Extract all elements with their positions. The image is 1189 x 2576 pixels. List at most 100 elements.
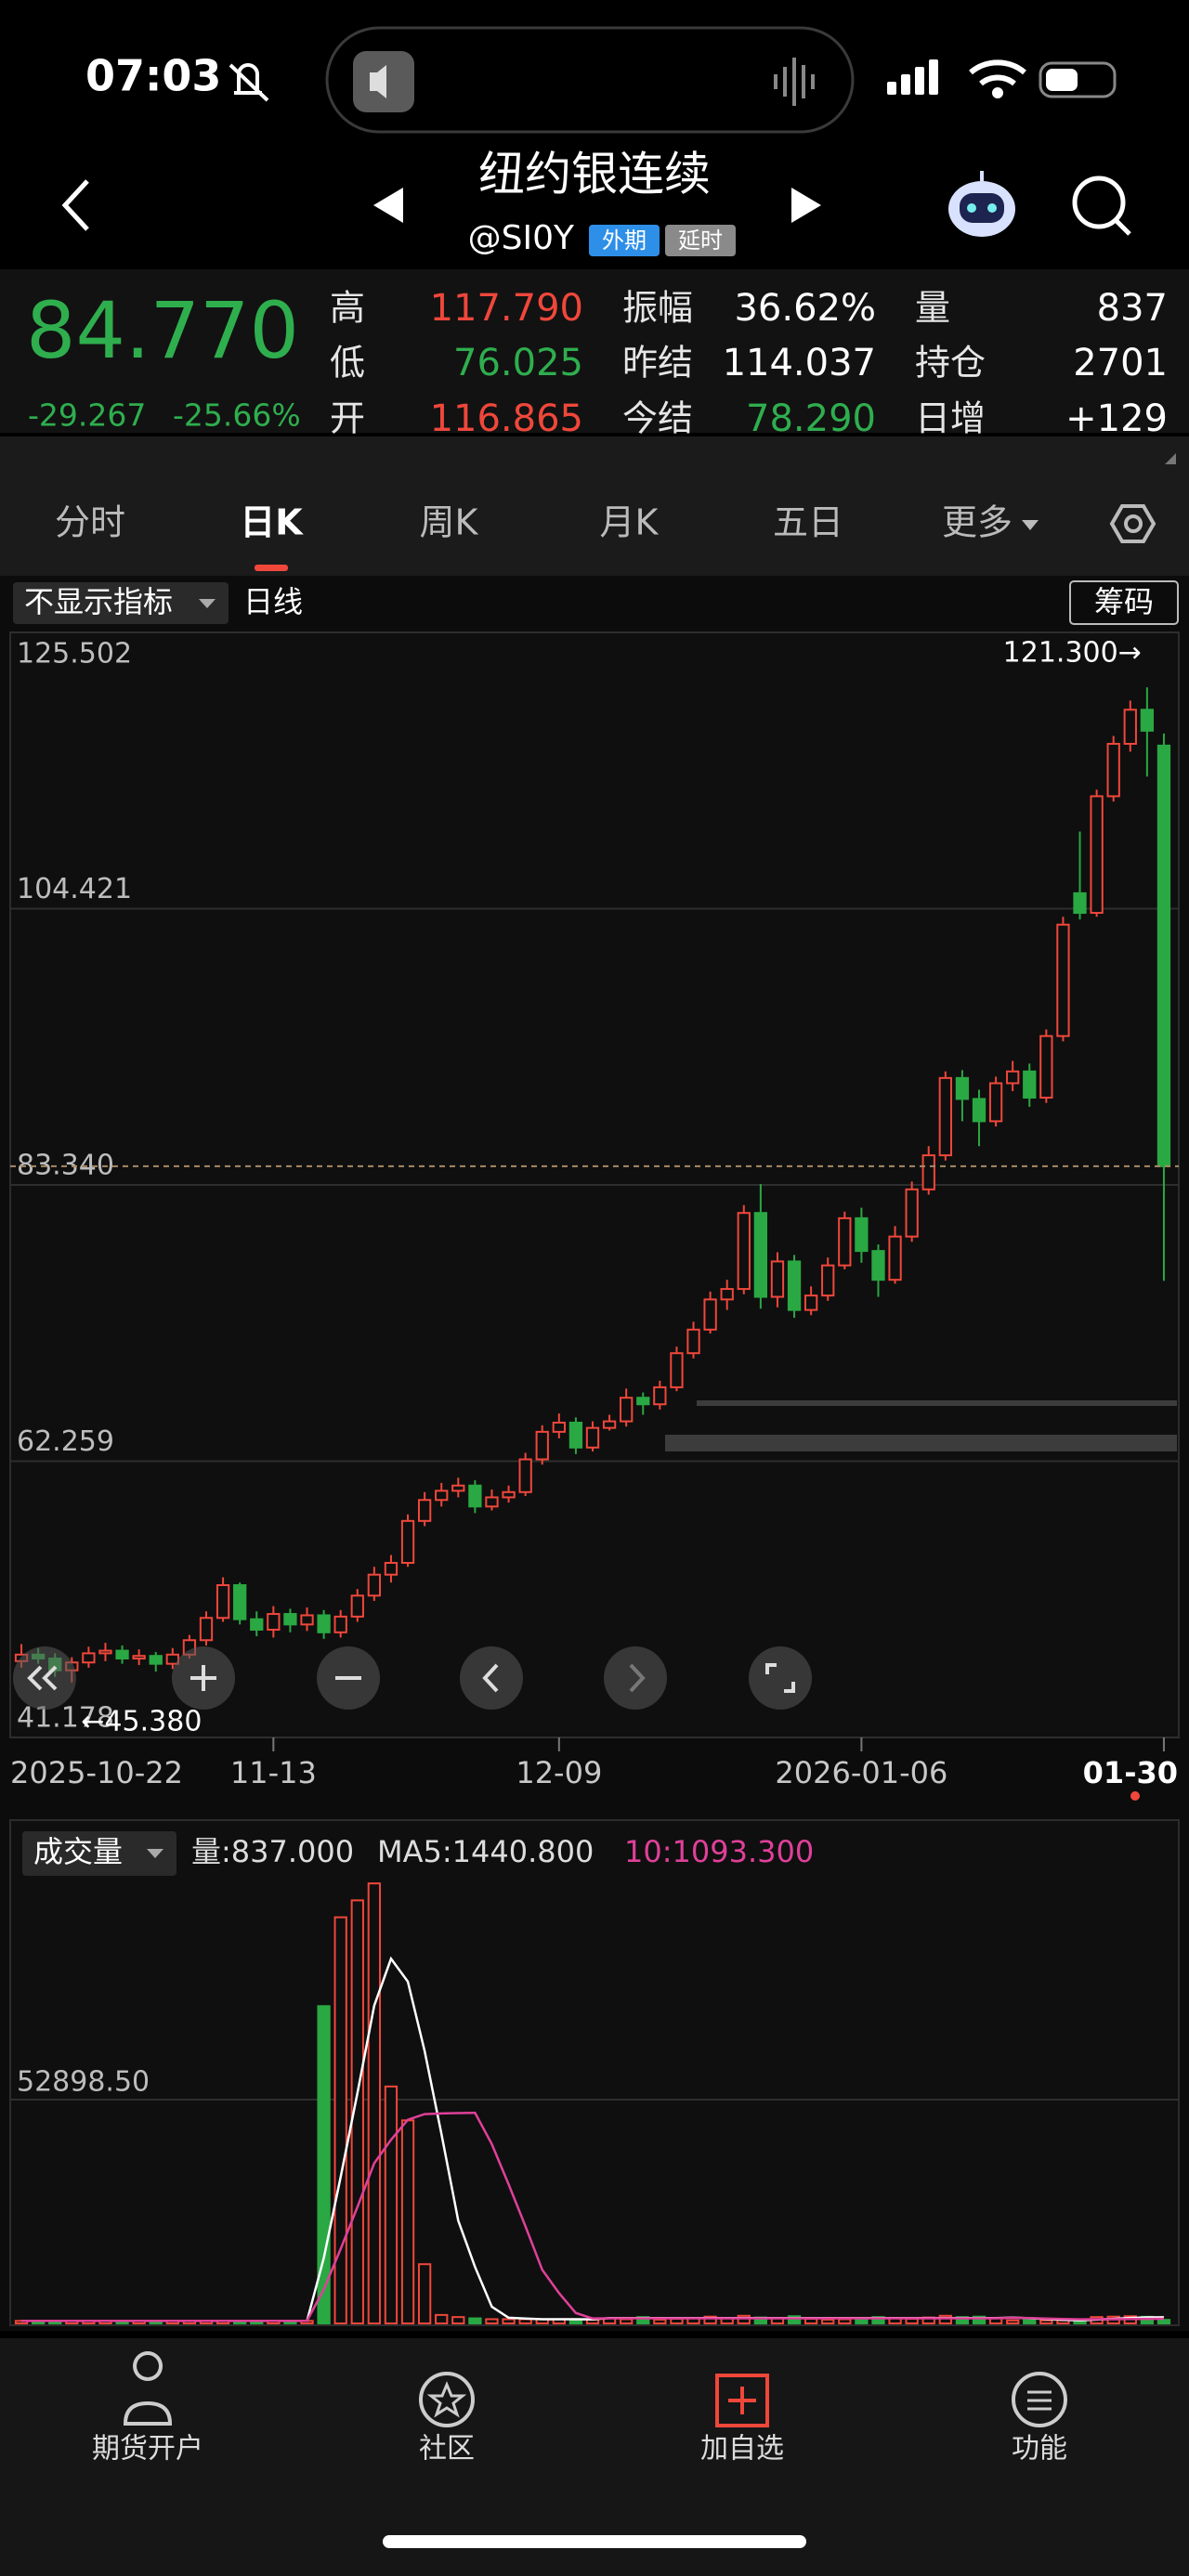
period: 日线: [243, 584, 303, 619]
next-button[interactable]: [791, 188, 821, 223]
candle-body: [988, 1082, 1003, 1123]
candle-body: [686, 1328, 700, 1355]
candle-body: [518, 1458, 532, 1493]
candle-body: [132, 1655, 146, 1660]
candle-body: [1023, 1070, 1037, 1099]
candle-body: [468, 1484, 482, 1508]
tab[interactable]: 更多: [942, 502, 1013, 543]
badge: 延时: [678, 228, 723, 254]
tab[interactable]: 分时: [55, 502, 125, 543]
chart-control[interactable]: [604, 1646, 667, 1710]
chart-control-icon: [190, 1665, 216, 1691]
candle-body: [921, 1154, 935, 1190]
settings-button[interactable]: [1109, 504, 1156, 543]
chip-bg[interactable]: [1069, 580, 1179, 625]
field-label: 开: [330, 398, 365, 439]
volume-bar: [1023, 2319, 1037, 2324]
nav-icon[interactable]: [419, 2372, 475, 2427]
tab-underline: [255, 565, 288, 571]
candle-body: [485, 1496, 499, 1508]
y-tick-label: 52898.50: [17, 2066, 150, 2099]
field-value: 78.290: [746, 397, 876, 440]
x-tick-label: 2025-10-22: [10, 1755, 183, 1790]
chip-button[interactable]: 筹码: [1094, 584, 1154, 619]
volume-bar: [821, 2318, 835, 2324]
back-button[interactable]: [61, 179, 89, 231]
title: 纽约银连续: [478, 148, 711, 202]
volume-bar: [1156, 2319, 1171, 2325]
candle-body: [568, 1421, 583, 1449]
volume-bar: [938, 2314, 952, 2324]
indicator-select[interactable]: 不显示指标: [24, 584, 173, 619]
search-button[interactable]: [1072, 176, 1131, 236]
nav-label[interactable]: 功能: [1012, 2433, 1067, 2465]
max-annotation: 121.300→: [1003, 637, 1142, 670]
field-value: 76.025: [453, 342, 583, 384]
volume-bar: [1006, 2319, 1020, 2324]
volume-bar: [972, 2315, 986, 2324]
symbol: @SI0Y: [468, 219, 575, 257]
field-label: 低: [330, 343, 365, 384]
chart-control[interactable]: [749, 1646, 812, 1710]
candle-body: [552, 1421, 566, 1433]
volume-bar: [384, 2085, 399, 2324]
battery: [1039, 61, 1117, 98]
candle-body: [417, 1499, 432, 1522]
tab[interactable]: 周K: [420, 502, 479, 543]
chart-control[interactable]: [460, 1646, 523, 1710]
field-label: 日增: [915, 398, 986, 439]
candle-body: [871, 1250, 885, 1281]
badge: 外期: [602, 228, 647, 254]
field-label: 昨结: [622, 343, 693, 384]
volume-bar: [417, 2263, 432, 2325]
candle-body: [1106, 742, 1120, 798]
candle-body: [821, 1264, 835, 1297]
candle-body: [737, 1212, 751, 1291]
volume-bar: [838, 2318, 852, 2324]
legend-entry: 10:1093.300: [624, 1834, 814, 1869]
level-band: [697, 1400, 1177, 1406]
volume-bar: [1039, 2319, 1053, 2324]
tab[interactable]: 月K: [600, 502, 660, 543]
indicator-select-bg[interactable]: [13, 582, 229, 624]
candle-body: [267, 1613, 281, 1631]
nav-label[interactable]: 加自选: [700, 2433, 784, 2465]
volume-bar: [485, 2318, 499, 2324]
signal-icon: [887, 59, 938, 95]
nav-icon[interactable]: [715, 2374, 769, 2427]
candle-body: [384, 1561, 399, 1576]
tab[interactable]: 五日: [773, 502, 843, 543]
volume-label: 量:837.000: [191, 1834, 354, 1869]
nav-label[interactable]: 社区: [419, 2433, 475, 2465]
candle-body: [972, 1098, 986, 1123]
y-tick-label: 62.259: [17, 1425, 114, 1458]
volume-bar: [620, 2318, 634, 2324]
nav-icon-plus: [728, 2387, 756, 2414]
candle-body: [1140, 709, 1155, 732]
x-tick-label: 11-13: [230, 1755, 317, 1790]
min-annotation: ←45.380: [81, 1706, 202, 1738]
candle-body: [350, 1594, 364, 1618]
tab[interactable]: 日K: [240, 502, 304, 543]
volume-bar: [737, 2314, 751, 2324]
prev-button[interactable]: [373, 188, 403, 223]
assistant-button[interactable]: [948, 171, 1015, 237]
wifi-icon: [969, 59, 1026, 98]
x-tick-label: 2026-01-06: [775, 1755, 947, 1790]
field-value: 837: [1097, 287, 1168, 330]
candle-body: [98, 1649, 112, 1655]
ma-line: [21, 2111, 1164, 2322]
candle-body: [855, 1216, 869, 1253]
candle-body: [149, 1655, 163, 1665]
nav-label[interactable]: 期货开户: [92, 2433, 203, 2465]
volume-select-bg[interactable]: [22, 1831, 176, 1876]
nav-icon[interactable]: [1012, 2372, 1067, 2427]
chart-control-icon: [482, 1663, 499, 1693]
dynamic-island: [325, 26, 855, 134]
volume-title[interactable]: 成交量: [33, 1834, 123, 1869]
candle-body: [233, 1583, 247, 1620]
candle-body: [300, 1614, 314, 1626]
nav-icon[interactable]: [123, 2351, 173, 2426]
candle-body: [620, 1397, 634, 1423]
